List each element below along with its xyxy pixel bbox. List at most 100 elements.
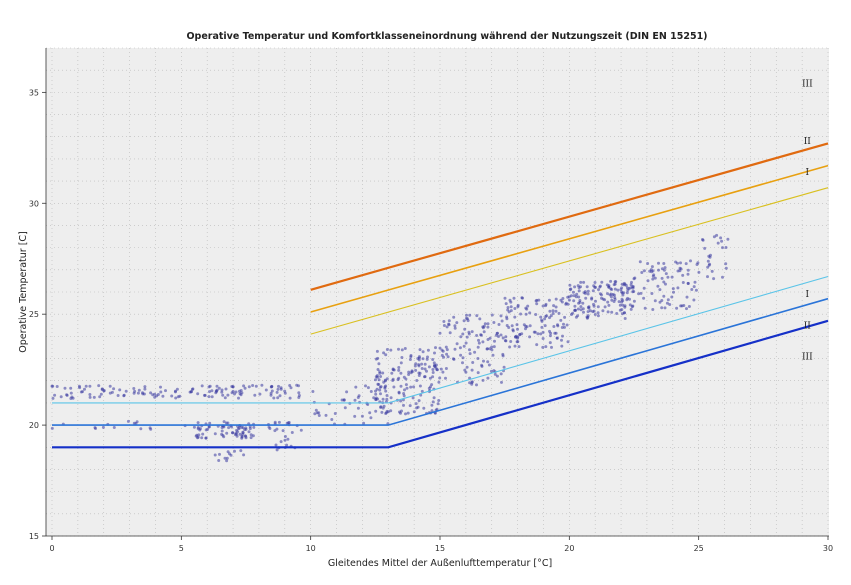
data-point — [501, 336, 505, 340]
data-point — [676, 286, 680, 290]
data-point — [481, 340, 485, 344]
data-point — [588, 309, 592, 313]
data-point — [251, 384, 255, 387]
data-point — [385, 348, 389, 351]
data-point — [88, 384, 92, 388]
data-point — [479, 333, 483, 337]
data-point — [656, 284, 660, 288]
data-point — [600, 280, 604, 284]
data-point — [716, 241, 720, 245]
data-point — [520, 332, 524, 336]
data-point — [486, 360, 490, 364]
data-point — [496, 331, 499, 335]
data-point — [432, 361, 436, 365]
data-point — [657, 268, 660, 272]
data-point — [462, 344, 466, 348]
data-point — [362, 421, 366, 425]
data-point — [709, 253, 712, 257]
data-point — [548, 316, 551, 320]
data-point — [426, 348, 430, 352]
data-point — [481, 378, 485, 382]
data-point — [192, 425, 196, 429]
y-tick-label: 35 — [29, 88, 39, 97]
data-point — [53, 393, 57, 397]
data-point — [567, 298, 571, 302]
data-point — [620, 300, 624, 304]
data-point — [247, 385, 251, 389]
data-point — [586, 315, 590, 319]
data-point — [272, 396, 276, 400]
data-point — [213, 453, 217, 457]
band-label: III — [802, 79, 813, 89]
data-point — [242, 384, 246, 388]
data-point — [620, 297, 624, 301]
data-point — [574, 315, 578, 319]
data-point — [459, 353, 463, 357]
data-point — [576, 307, 580, 311]
data-point — [452, 315, 456, 319]
data-point — [210, 389, 214, 393]
data-point — [554, 297, 558, 301]
data-point — [207, 385, 211, 389]
data-point — [676, 261, 679, 265]
data-point — [247, 430, 251, 434]
data-point — [646, 279, 650, 283]
data-point — [374, 392, 378, 396]
data-point — [486, 376, 490, 380]
data-point — [618, 308, 622, 312]
data-point — [468, 313, 472, 317]
data-point — [389, 396, 393, 400]
data-point — [632, 290, 636, 293]
data-point — [660, 306, 664, 310]
data-point — [225, 431, 229, 435]
data-point — [592, 284, 596, 288]
data-point — [235, 432, 239, 436]
data-point — [574, 295, 578, 299]
data-point — [610, 288, 614, 291]
data-point — [441, 370, 445, 374]
data-point — [631, 286, 635, 290]
data-point — [385, 394, 389, 397]
data-point — [433, 363, 437, 367]
data-point — [543, 324, 547, 328]
data-point — [258, 392, 262, 396]
data-point — [378, 371, 382, 375]
data-point — [629, 307, 633, 311]
data-point — [486, 347, 489, 351]
data-point — [288, 384, 292, 387]
data-point — [724, 262, 728, 266]
data-point — [222, 420, 226, 424]
data-point — [222, 435, 226, 439]
x-tick-label: 10 — [306, 544, 316, 553]
data-point — [503, 296, 507, 300]
x-tick-label: 5 — [179, 544, 184, 553]
data-point — [389, 348, 393, 352]
data-point — [380, 410, 384, 414]
data-point — [528, 311, 532, 315]
data-point — [139, 427, 143, 431]
data-point — [548, 341, 552, 345]
data-point — [524, 324, 528, 328]
data-point — [203, 393, 207, 397]
data-point — [191, 387, 195, 391]
data-point — [354, 385, 358, 389]
data-points — [50, 233, 730, 463]
data-point — [586, 292, 590, 296]
data-point — [503, 339, 507, 343]
data-point — [511, 329, 515, 333]
data-point — [629, 286, 633, 290]
data-point — [506, 306, 510, 309]
data-point — [493, 339, 496, 343]
data-point — [613, 282, 617, 286]
data-point — [551, 312, 555, 315]
data-point — [524, 312, 528, 316]
data-point — [583, 291, 587, 295]
data-point — [438, 376, 442, 380]
data-point — [405, 386, 409, 390]
data-point — [374, 398, 378, 402]
data-point — [195, 433, 199, 437]
data-point — [513, 315, 517, 319]
limit-line-upper-I — [310, 187, 829, 335]
data-point — [578, 300, 582, 304]
data-point — [612, 300, 616, 303]
